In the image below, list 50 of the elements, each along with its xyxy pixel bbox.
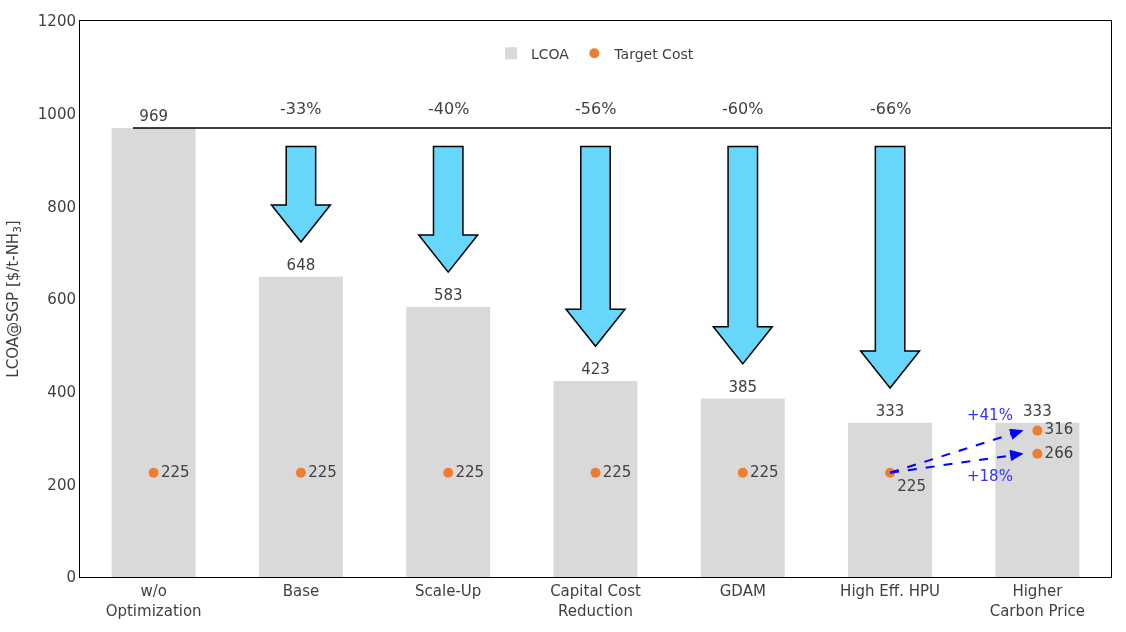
annotation: +18%	[967, 467, 1013, 485]
point	[1032, 425, 1043, 436]
bar	[406, 306, 491, 577]
x-tick-label: w/o Optimization	[105, 582, 202, 620]
y-tick-label: 600	[47, 290, 76, 309]
point	[443, 467, 454, 478]
annotation: -60%	[722, 99, 764, 118]
bar	[700, 398, 785, 577]
legend-label: LCOA	[531, 45, 570, 62]
bar	[553, 381, 638, 577]
data-label: 225	[308, 462, 337, 481]
x-tick-label: GDAM	[719, 582, 766, 600]
annotation: -56%	[575, 99, 617, 118]
data-label: 225	[750, 462, 779, 481]
x-tick-label: High Eff. HPU	[840, 582, 941, 600]
annotation: -40%	[428, 99, 470, 118]
y-tick-label: 1000	[37, 104, 76, 123]
data-label: 316	[1044, 420, 1074, 439]
data-label: 385	[728, 377, 758, 396]
data-label: 333	[1023, 401, 1052, 420]
data-label: 225	[160, 462, 190, 481]
bar	[258, 276, 343, 577]
annotation: -66%	[870, 99, 912, 118]
annotation: -33%	[280, 99, 322, 118]
y-tick-label: 400	[47, 382, 76, 401]
data-label: 266	[1044, 443, 1074, 462]
bar	[111, 128, 196, 577]
data-label: 333	[875, 401, 905, 420]
x-tick-label: Base	[282, 582, 320, 600]
legend-label: Target Cost	[613, 45, 694, 62]
point	[148, 467, 159, 478]
x-tick-label: Scale-Up	[415, 582, 482, 600]
data-label: 648	[286, 255, 316, 274]
point	[590, 467, 601, 478]
point	[737, 467, 748, 478]
bar	[848, 422, 933, 577]
y-tick-label: 200	[47, 475, 76, 494]
y-tick-label: 0	[66, 568, 76, 587]
x-tick-label: Higher Carbon Price	[989, 582, 1086, 620]
y-tick-label: 800	[47, 197, 76, 216]
data-label: 583	[433, 285, 463, 304]
point	[295, 467, 306, 478]
data-label: 423	[581, 360, 610, 379]
data-label: 225	[602, 462, 632, 481]
data-label: 225	[455, 462, 485, 481]
y-tick-label: 1200	[37, 12, 76, 31]
data-label: 225	[897, 477, 926, 496]
data-label: 969	[139, 107, 168, 126]
x-tick-label: Capital Cost Reduction	[550, 582, 641, 620]
annotation: +41%	[967, 406, 1013, 424]
